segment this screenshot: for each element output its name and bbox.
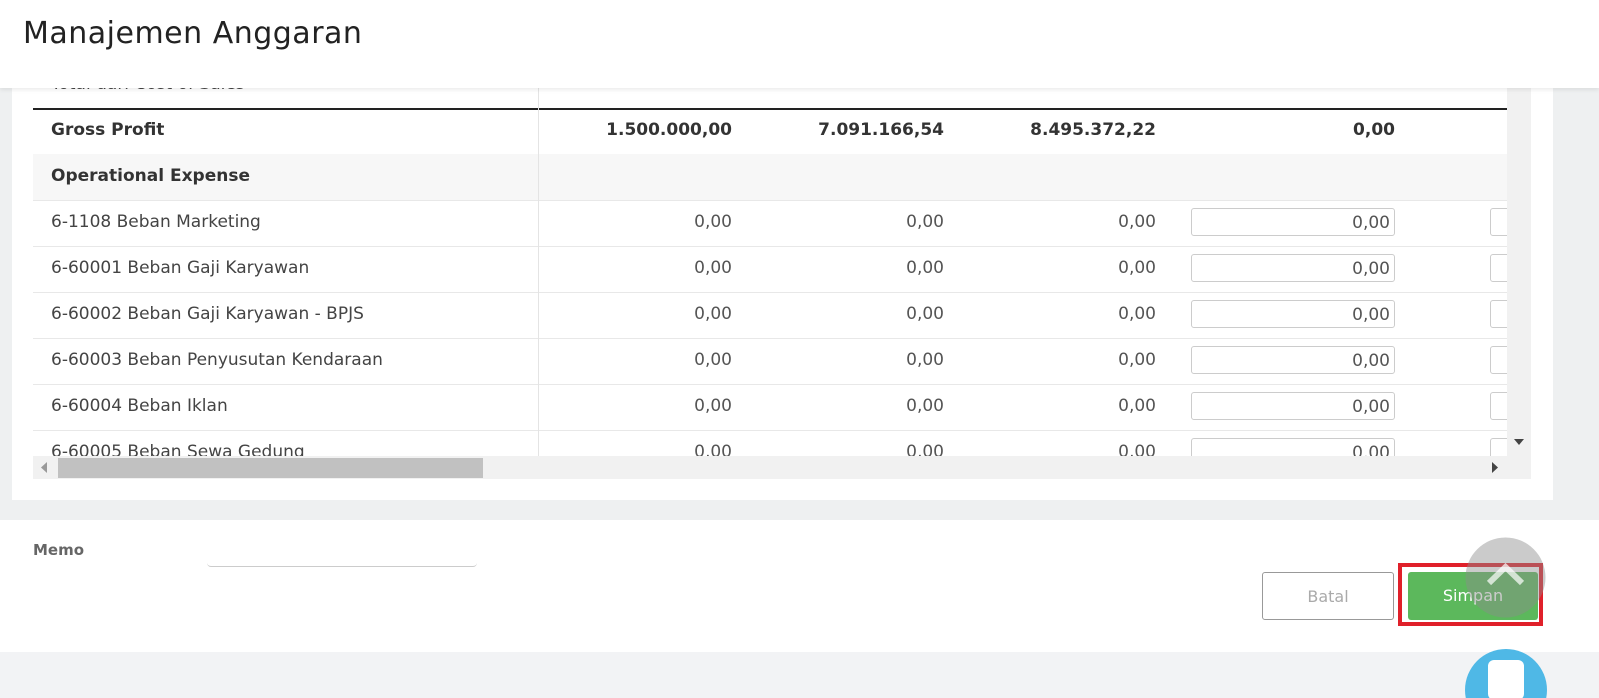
column-divider <box>538 154 539 200</box>
page-title: Manajemen Anggaran <box>23 16 363 51</box>
amount: 0,00 <box>694 212 732 232</box>
highlight-box <box>1398 563 1543 626</box>
row-label: Operational Expense <box>51 166 250 186</box>
scrollbar-thumb[interactable] <box>58 458 483 478</box>
budget-input-next[interactable] <box>1490 346 1507 374</box>
vertical-scrollbar[interactable] <box>1507 88 1531 479</box>
row-label: 6-60004 Beban Iklan <box>51 396 228 416</box>
budget-input[interactable]: 0,00 <box>1191 208 1395 236</box>
amount: 0,00 <box>694 396 732 416</box>
column-divider <box>538 292 539 338</box>
amount: 1.500.000,00 <box>606 120 732 140</box>
budget-input[interactable]: 0,00 <box>1191 438 1395 456</box>
amount: 0,00 <box>1118 442 1156 456</box>
amount: 0,00 <box>1118 258 1156 278</box>
scroll-arrows <box>41 462 1498 473</box>
amount: 0,00 <box>906 304 944 324</box>
scroll-arrow <box>1514 439 1524 445</box>
budget-input-next[interactable] <box>1490 392 1507 420</box>
amount: 0,00 <box>906 212 944 232</box>
amount: 0,00 <box>1118 304 1156 324</box>
memo-input[interactable] <box>207 540 477 567</box>
column-divider <box>538 338 539 384</box>
column-divider <box>538 108 539 154</box>
column-divider <box>538 200 539 246</box>
table-row: 6-60001 Beban Gaji Karyawan 0,00 0,00 0,00 0… <box>33 246 1507 293</box>
page-bottom <box>0 652 1599 698</box>
column-divider <box>538 88 539 108</box>
budget-input-next[interactable] <box>1490 438 1507 456</box>
cancel-button[interactable]: Batal <box>1262 572 1394 620</box>
amount: 0,00 <box>1118 212 1156 232</box>
table-row: Total dari Cost of Sales <box>33 88 1507 110</box>
amount: 8.495.372,22 <box>1030 120 1156 140</box>
table-row: 6-60002 Beban Gaji Karyawan - BPJS 0,00 0,… <box>33 292 1507 339</box>
amount: 0,00 <box>906 258 944 278</box>
row-label: 6-60001 Beban Gaji Karyawan <box>51 258 310 278</box>
column-divider <box>538 246 539 292</box>
table-row: Gross Profit 1.500.000,00 7.091.166,54 8.49… <box>33 108 1507 155</box>
amount: 0,00 <box>694 350 732 370</box>
amount: 0,00 <box>694 442 732 456</box>
amount: 0,00 <box>906 396 944 416</box>
row-label: 6-60003 Beban Penyusutan Kendaraan <box>51 350 383 370</box>
column-divider <box>538 384 539 430</box>
header: Manajemen Anggaran <box>0 0 1599 88</box>
chat-button[interactable] <box>1465 643 1547 698</box>
budget-input[interactable]: 0,00 <box>1191 254 1395 282</box>
budget-input[interactable]: 0,00 <box>1191 300 1395 328</box>
row-label: Total dari Cost of Sales <box>51 88 245 94</box>
budget-table: Total dari Cost of Sales Gross Profit 1.50… <box>33 88 1507 456</box>
row-label: 6-1108 Beban Marketing <box>51 212 261 232</box>
row-label: 6-60005 Beban Sewa Gedung <box>51 442 305 456</box>
amount: 0,00 <box>1118 350 1156 370</box>
row-label: 6-60002 Beban Gaji Karyawan - BPJS <box>51 304 364 324</box>
table-row: 6-1108 Beban Marketing 0,00 0,00 0,00 0,00 <box>33 200 1507 247</box>
amount: 0,00 <box>906 442 944 456</box>
column-divider <box>538 430 539 456</box>
amount: 0,00 <box>694 258 732 278</box>
budget-input-next[interactable] <box>1490 300 1507 328</box>
table-row: 6-60003 Beban Penyusutan Kendaraan 0,00 0,… <box>33 338 1507 385</box>
scroll-top-button[interactable] <box>1465 537 1546 618</box>
table-row: 6-60004 Beban Iklan 0,00 0,00 0,00 0,00 <box>33 384 1507 431</box>
budget-input[interactable]: 0,00 <box>1191 392 1395 420</box>
amount: 0,00 <box>694 304 732 324</box>
amount: 0,00 <box>1353 120 1395 140</box>
amount: 0,00 <box>1118 396 1156 416</box>
row-label: Gross Profit <box>51 120 165 140</box>
memo-label: Memo <box>33 541 85 559</box>
budget-input-next[interactable] <box>1490 254 1507 282</box>
amount: 7.091.166,54 <box>818 120 944 140</box>
amount: 0,00 <box>906 350 944 370</box>
table-row: 6-60005 Beban Sewa Gedung 0,00 0,00 0,00 0,0… <box>33 430 1507 456</box>
table-row: Operational Expense <box>33 154 1507 201</box>
budget-input[interactable]: 0,00 <box>1191 346 1395 374</box>
budget-input-next[interactable] <box>1490 208 1507 236</box>
